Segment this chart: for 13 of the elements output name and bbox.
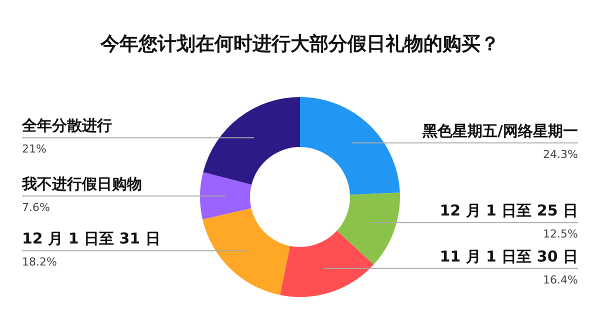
data-label: 7.6%: [22, 201, 50, 214]
data-label: 12.5%: [543, 228, 578, 241]
data-label: 16.4%: [543, 273, 578, 286]
slice-label: 11 月 1 日至 30 日: [440, 247, 578, 266]
slice-label: 12 月 1 日至 25 日: [440, 202, 578, 220]
data-label: 21%: [22, 142, 46, 156]
slice-label: 黑色星期五/网络星期一: [422, 122, 578, 140]
slice-label: 我不进行假日购物: [21, 175, 142, 194]
slice-label: 12 月 1 日至 31 日: [22, 230, 160, 248]
data-label: 18.2%: [22, 256, 57, 269]
chart-title: 今年您计划在何时进行大部分假日礼物的购买？: [100, 33, 500, 55]
slice-label: 全年分散进行: [21, 116, 112, 135]
data-label: 24.3%: [543, 148, 578, 161]
